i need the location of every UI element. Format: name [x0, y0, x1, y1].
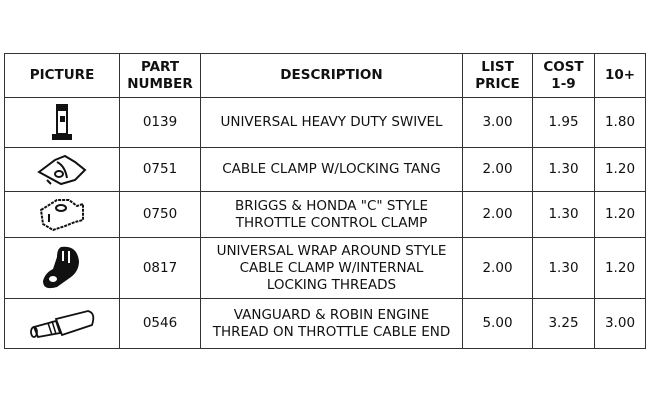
cost-10: 1.80 [594, 97, 646, 148]
part-number: 0750 [119, 191, 201, 238]
table-row: 0750 BRIGGS & HONDA "C" STYLE THROTTLE C… [4, 191, 646, 238]
picture-cell [4, 237, 120, 299]
swivel-icon [52, 103, 72, 140]
picture-cell [4, 298, 120, 349]
table-row: 0546 VANGUARD & ROBIN ENGINE THREAD ON T… [4, 298, 646, 349]
cost-1-9: 1.95 [532, 97, 595, 148]
table-row: 0139 UNIVERSAL HEAVY DUTY SWIVEL 3.00 1.… [4, 97, 646, 148]
list-price: 5.00 [462, 298, 533, 349]
cost-1-9: 1.30 [532, 237, 595, 299]
list-price: 2.00 [462, 191, 533, 238]
part-number: 0546 [119, 298, 201, 349]
part-number: 0139 [119, 97, 201, 148]
picture-cell [4, 191, 120, 238]
description: UNIVERSAL WRAP AROUND STYLE CABLE CLAMP … [200, 237, 463, 299]
header-picture: PICTURE [4, 53, 120, 98]
picture-cell [4, 97, 120, 148]
cable-end-icon [30, 309, 95, 338]
list-price: 3.00 [462, 97, 533, 148]
description: BRIGGS & HONDA "C" STYLE THROTTLE CONTRO… [200, 191, 463, 238]
picture-cell [4, 147, 120, 192]
cost-1-9: 1.30 [532, 191, 595, 238]
list-price: 2.00 [462, 147, 533, 192]
description: VANGUARD & ROBIN ENGINE THREAD ON THROTT… [200, 298, 463, 349]
header-list-price: LIST PRICE [462, 53, 533, 98]
header-cost-10: 10+ [594, 53, 646, 98]
header-row: PICTURE PART NUMBER DESCRIPTION LIST PRI… [4, 53, 646, 98]
cable-clamp-icon [37, 154, 87, 185]
header-part-number: PART NUMBER [119, 53, 201, 98]
header-description: DESCRIPTION [200, 53, 463, 98]
cost-1-9: 3.25 [532, 298, 595, 349]
table-row: 0817 UNIVERSAL WRAP AROUND STYLE CABLE C… [4, 237, 646, 299]
cost-1-9: 1.30 [532, 147, 595, 192]
cost-10: 3.00 [594, 298, 646, 349]
description: UNIVERSAL HEAVY DUTY SWIVEL [200, 97, 463, 148]
throttle-clamp-icon [39, 198, 84, 231]
cost-10: 1.20 [594, 237, 646, 299]
part-number: 0817 [119, 237, 201, 299]
wrap-clamp-icon [43, 246, 79, 289]
part-number: 0751 [119, 147, 201, 192]
table-row: 0751 CABLE CLAMP W/LOCKING TANG 2.00 1.3… [4, 147, 646, 192]
list-price: 2.00 [462, 237, 533, 299]
cost-10: 1.20 [594, 147, 646, 192]
description: CABLE CLAMP W/LOCKING TANG [200, 147, 463, 192]
header-cost-1-9: COST 1-9 [532, 53, 595, 98]
parts-table: PICTURE PART NUMBER DESCRIPTION LIST PRI… [4, 53, 646, 349]
cost-10: 1.20 [594, 191, 646, 238]
